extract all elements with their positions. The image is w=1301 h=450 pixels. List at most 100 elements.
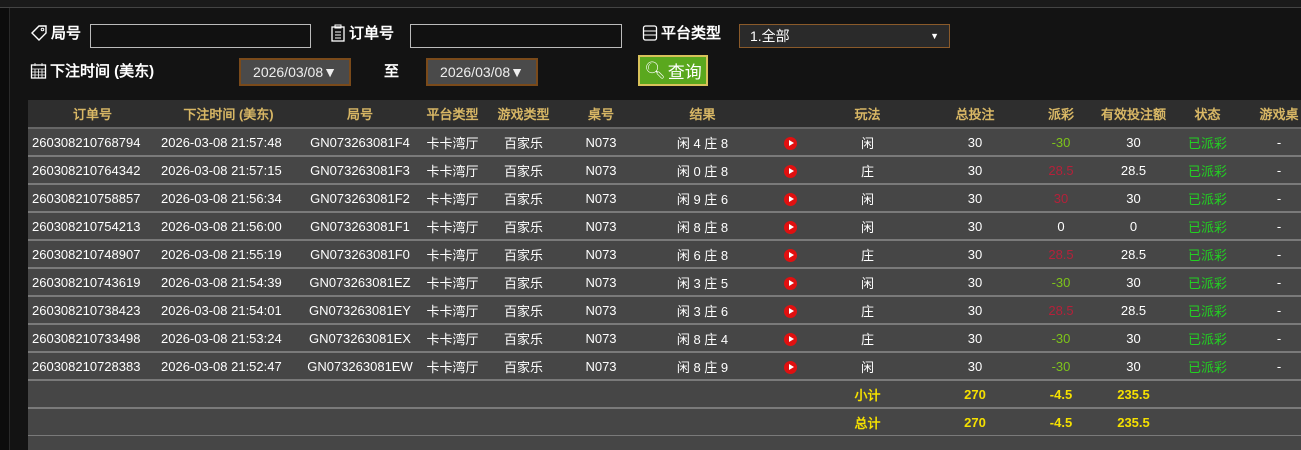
game-table-cell: - bbox=[1240, 352, 1301, 381]
to-label: 至 bbox=[384, 63, 400, 80]
play-replay-icon[interactable] bbox=[783, 276, 797, 290]
round-id-cell: GN073263081F3 bbox=[300, 156, 420, 185]
bet-time-cell: 2026-03-08 21:56:00 bbox=[157, 212, 300, 241]
payout-cell: 28.5 bbox=[1030, 156, 1092, 185]
date-to-picker[interactable]: 2026/03/08▼ bbox=[426, 58, 538, 86]
table-row: 260308210733498 2026-03-08 21:53:24 GN0732… bbox=[28, 324, 1301, 353]
replay-cell[interactable] bbox=[765, 184, 815, 213]
tag-icon bbox=[31, 24, 47, 41]
subtotal-cell bbox=[1240, 380, 1301, 409]
column-header: 订单号 bbox=[28, 100, 157, 129]
replay-cell[interactable] bbox=[765, 156, 815, 185]
play-replay-icon[interactable] bbox=[783, 360, 797, 374]
total-cell bbox=[562, 408, 640, 437]
platform-cell: 卡卡湾厅 bbox=[420, 212, 485, 241]
order-label: 订单号 bbox=[330, 22, 394, 43]
round-id-cell: GN073263081EW bbox=[300, 352, 420, 381]
game-type-cell: 百家乐 bbox=[485, 128, 562, 157]
total-row: 总计 270 -4.5 235.5 bbox=[28, 408, 1301, 437]
column-header: 派彩 bbox=[1030, 100, 1092, 129]
result-cell: 闲 8 庄 4 bbox=[640, 324, 765, 353]
table-header: 订单号 下注时间 (美东) 局号 平台类型 游戏类型 桌号 结果 玩法 总投注 派彩 有效投注额 状态… bbox=[28, 100, 1301, 129]
game-type-cell: 百家乐 bbox=[485, 268, 562, 297]
valid-bet-cell: 28.5 bbox=[1092, 296, 1175, 325]
replay-cell[interactable] bbox=[765, 296, 815, 325]
bet-records-table: 订单号 下注时间 (美东) 局号 平台类型 游戏类型 桌号 结果 玩法 总投注 派彩 有效投注额 状态… bbox=[28, 100, 1301, 437]
bet-time-cell: 2026-03-08 21:57:15 bbox=[157, 156, 300, 185]
status-cell: 已派彩 bbox=[1175, 156, 1240, 185]
play-replay-icon[interactable] bbox=[783, 192, 797, 206]
status-cell: 已派彩 bbox=[1175, 352, 1240, 381]
replay-cell[interactable] bbox=[765, 128, 815, 157]
total-bet-cell: 30 bbox=[920, 128, 1030, 157]
search-button[interactable]: 🔍︎ 查询 bbox=[638, 55, 708, 86]
replay-cell[interactable] bbox=[765, 352, 815, 381]
order-id-cell: 260308210733498 bbox=[28, 324, 157, 353]
total-cell bbox=[28, 408, 157, 437]
game-type-cell: 百家乐 bbox=[485, 240, 562, 269]
total-bet-cell: 30 bbox=[920, 184, 1030, 213]
total-cell: 235.5 bbox=[1092, 408, 1175, 437]
table-row: 260308210764342 2026-03-08 21:57:15 GN0732… bbox=[28, 156, 1301, 185]
column-header: 有效投注额 bbox=[1092, 100, 1175, 129]
bet-type-cell: 庄 bbox=[815, 240, 920, 269]
table-row: 260308210754213 2026-03-08 21:56:00 GN0732… bbox=[28, 212, 1301, 241]
play-replay-icon[interactable] bbox=[783, 332, 797, 346]
subtotal-cell: 270 bbox=[920, 380, 1030, 409]
play-replay-icon[interactable] bbox=[783, 220, 797, 234]
table-no-cell: N073 bbox=[562, 156, 640, 185]
result-cell: 闲 6 庄 8 bbox=[640, 240, 765, 269]
play-replay-icon[interactable] bbox=[783, 248, 797, 262]
table-no-cell: N073 bbox=[562, 128, 640, 157]
replay-cell[interactable] bbox=[765, 268, 815, 297]
platform-cell: 卡卡湾厅 bbox=[420, 240, 485, 269]
play-replay-icon[interactable] bbox=[783, 136, 797, 150]
status-cell: 已派彩 bbox=[1175, 324, 1240, 353]
valid-bet-cell: 30 bbox=[1092, 268, 1175, 297]
status-cell: 已派彩 bbox=[1175, 212, 1240, 241]
subtotal-cell bbox=[485, 380, 562, 409]
payout-cell: 0 bbox=[1030, 212, 1092, 241]
total-bet-cell: 30 bbox=[920, 268, 1030, 297]
subtotal-row: 小计 270 -4.5 235.5 bbox=[28, 380, 1301, 409]
result-cell: 闲 0 庄 8 bbox=[640, 156, 765, 185]
order-id-cell: 260308210728383 bbox=[28, 352, 157, 381]
payout-cell: -30 bbox=[1030, 324, 1092, 353]
round-input[interactable] bbox=[90, 24, 311, 48]
subtotal-cell bbox=[562, 380, 640, 409]
valid-bet-cell: 30 bbox=[1092, 352, 1175, 381]
table-row: 260308210738423 2026-03-08 21:54:01 GN0732… bbox=[28, 296, 1301, 325]
replay-cell[interactable] bbox=[765, 324, 815, 353]
table-no-cell: N073 bbox=[562, 352, 640, 381]
play-replay-icon[interactable] bbox=[783, 164, 797, 178]
payout-cell: -30 bbox=[1030, 128, 1092, 157]
platform-cell: 卡卡湾厅 bbox=[420, 352, 485, 381]
subtotal-cell: 小计 bbox=[815, 380, 920, 409]
replay-cell[interactable] bbox=[765, 240, 815, 269]
replay-cell[interactable] bbox=[765, 212, 815, 241]
valid-bet-cell: 30 bbox=[1092, 324, 1175, 353]
game-type-cell: 百家乐 bbox=[485, 184, 562, 213]
play-replay-icon[interactable] bbox=[783, 304, 797, 318]
order-id-cell: 260308210768794 bbox=[28, 128, 157, 157]
table-no-cell: N073 bbox=[562, 296, 640, 325]
table-footer-area bbox=[28, 436, 1301, 450]
total-bet-cell: 30 bbox=[920, 156, 1030, 185]
total-cell bbox=[1175, 408, 1240, 437]
game-type-cell: 百家乐 bbox=[485, 156, 562, 185]
round-id-cell: GN073263081EY bbox=[300, 296, 420, 325]
bet-type-cell: 庄 bbox=[815, 324, 920, 353]
column-header bbox=[765, 100, 815, 129]
round-id-cell: GN073263081F2 bbox=[300, 184, 420, 213]
list-icon bbox=[642, 24, 658, 41]
order-id-cell: 260308210758857 bbox=[28, 184, 157, 213]
table-row: 260308210758857 2026-03-08 21:56:34 GN0732… bbox=[28, 184, 1301, 213]
valid-bet-cell: 28.5 bbox=[1092, 240, 1175, 269]
table-no-cell: N073 bbox=[562, 240, 640, 269]
payout-cell: 28.5 bbox=[1030, 296, 1092, 325]
game-type-cell: 百家乐 bbox=[485, 324, 562, 353]
order-input[interactable] bbox=[410, 24, 622, 48]
platform-value: 1.全部 bbox=[750, 28, 790, 44]
platform-select[interactable]: 1.全部 ▼ bbox=[739, 24, 950, 48]
date-from-picker[interactable]: 2026/03/08▼ bbox=[239, 58, 351, 86]
